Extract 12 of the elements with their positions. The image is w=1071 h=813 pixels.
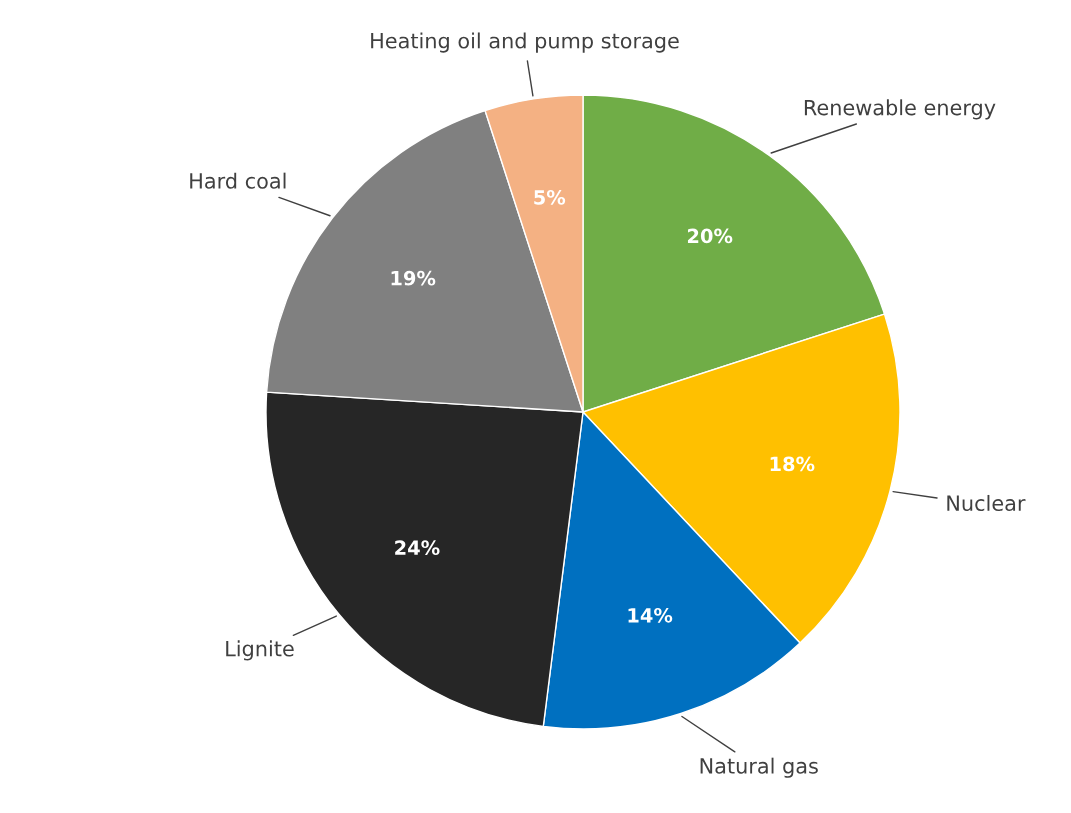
data-label: 24%: [395, 540, 440, 556]
data-label: 19%: [391, 270, 436, 286]
slice-label: Natural gas: [700, 757, 818, 778]
data-label: 18%: [770, 456, 815, 472]
slice-label: Lignite: [226, 640, 294, 661]
data-label: 20%: [687, 228, 733, 244]
slice-label: Heating oil and pump storage: [371, 32, 679, 53]
slice-label: Nuclear: [947, 494, 1026, 512]
data-label: 14%: [628, 607, 673, 623]
slice-label: Hard coal: [190, 172, 286, 189]
slice-label: Renewable energy: [804, 99, 996, 120]
data-label: 5%: [534, 190, 566, 205]
